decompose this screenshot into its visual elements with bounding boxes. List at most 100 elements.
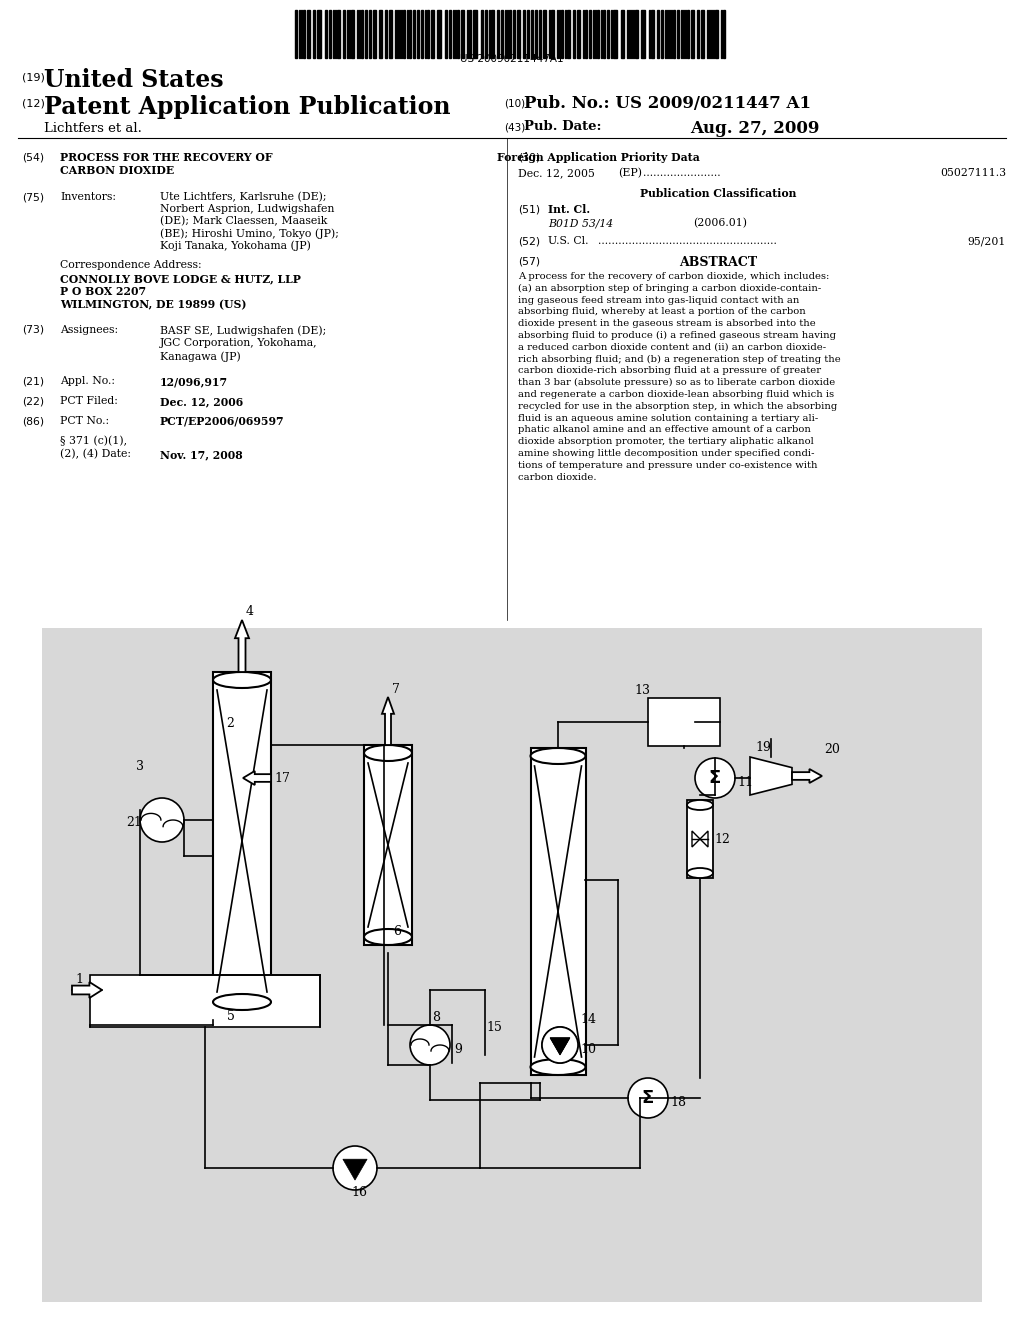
Bar bbox=[509, 11, 511, 58]
Bar bbox=[517, 11, 520, 58]
Text: U.S. Cl.: U.S. Cl. bbox=[548, 236, 589, 246]
Text: 7: 7 bbox=[392, 682, 400, 696]
Ellipse shape bbox=[687, 869, 713, 878]
Bar bbox=[351, 11, 354, 58]
Text: Assignees:: Assignees: bbox=[60, 325, 118, 335]
Text: PROCESS FOR THE RECOVERY OF: PROCESS FOR THE RECOVERY OF bbox=[60, 152, 272, 162]
Text: P O BOX 2207: P O BOX 2207 bbox=[60, 286, 146, 297]
Text: (57): (57) bbox=[518, 256, 540, 267]
Bar bbox=[567, 11, 570, 58]
Polygon shape bbox=[750, 756, 792, 795]
Bar bbox=[431, 11, 434, 58]
Bar bbox=[530, 748, 586, 1074]
Bar bbox=[651, 11, 654, 58]
Bar bbox=[539, 11, 541, 58]
Text: 8: 8 bbox=[432, 1011, 440, 1024]
Bar bbox=[561, 11, 563, 58]
Text: Koji Tanaka, Yokohama (JP): Koji Tanaka, Yokohama (JP) bbox=[160, 240, 311, 251]
Text: Appl. No.:: Appl. No.: bbox=[60, 376, 115, 385]
Bar bbox=[657, 11, 659, 58]
Bar bbox=[513, 11, 515, 58]
Text: Σ: Σ bbox=[709, 770, 721, 787]
Text: 6: 6 bbox=[393, 925, 401, 939]
Bar bbox=[673, 11, 675, 58]
Bar bbox=[313, 11, 315, 58]
Text: 21: 21 bbox=[126, 816, 142, 829]
Bar bbox=[379, 11, 382, 58]
Bar bbox=[389, 11, 392, 58]
Text: Inventors:: Inventors: bbox=[60, 191, 116, 202]
Text: 95/201: 95/201 bbox=[968, 236, 1006, 246]
Bar bbox=[42, 628, 982, 1302]
Bar bbox=[691, 11, 694, 58]
Polygon shape bbox=[243, 771, 271, 785]
Text: § 371 (c)(1),: § 371 (c)(1), bbox=[60, 436, 127, 446]
Bar bbox=[687, 11, 689, 58]
Text: tions of temperature and pressure under co-existence with: tions of temperature and pressure under … bbox=[518, 461, 817, 470]
Text: fluid is an aqueous amine solution containing a tertiary ali-: fluid is an aqueous amine solution conta… bbox=[518, 413, 818, 422]
Bar bbox=[551, 11, 554, 58]
Text: 12: 12 bbox=[714, 833, 730, 846]
Bar bbox=[385, 11, 387, 58]
Bar bbox=[409, 11, 411, 58]
Text: 15: 15 bbox=[486, 1020, 502, 1034]
Bar bbox=[490, 11, 494, 58]
Bar bbox=[621, 11, 624, 58]
Text: 19: 19 bbox=[755, 741, 771, 754]
Bar bbox=[662, 11, 663, 58]
Bar bbox=[715, 11, 718, 58]
Text: CARBON DIOXIDE: CARBON DIOXIDE bbox=[60, 165, 174, 176]
Text: WILMINGTON, DE 19899 (US): WILMINGTON, DE 19899 (US) bbox=[60, 300, 247, 310]
Bar bbox=[585, 11, 587, 58]
Ellipse shape bbox=[213, 672, 271, 688]
Bar bbox=[485, 11, 487, 58]
Text: (86): (86) bbox=[22, 416, 44, 426]
Bar bbox=[361, 11, 362, 58]
Text: 1: 1 bbox=[75, 973, 83, 986]
Polygon shape bbox=[343, 1159, 367, 1180]
Text: Publication Classification: Publication Classification bbox=[640, 187, 797, 199]
Text: Ute Lichtfers, Karlsruhe (DE);: Ute Lichtfers, Karlsruhe (DE); bbox=[160, 191, 327, 202]
Polygon shape bbox=[550, 1038, 570, 1055]
Text: Patent Application Publication: Patent Application Publication bbox=[44, 95, 451, 119]
Text: CONNOLLY BOVE LODGE & HUTZ, LLP: CONNOLLY BOVE LODGE & HUTZ, LLP bbox=[60, 273, 301, 284]
Bar bbox=[701, 11, 705, 58]
Text: 3: 3 bbox=[136, 760, 144, 774]
Bar bbox=[90, 975, 319, 1027]
Bar bbox=[573, 11, 575, 58]
Ellipse shape bbox=[364, 929, 412, 945]
Text: 11: 11 bbox=[737, 776, 753, 789]
Text: 16: 16 bbox=[351, 1185, 367, 1199]
Bar bbox=[527, 11, 529, 58]
Ellipse shape bbox=[530, 1059, 586, 1074]
Text: Pub. Date:: Pub. Date: bbox=[524, 120, 601, 133]
Bar bbox=[364, 744, 412, 945]
Text: Nov. 17, 2008: Nov. 17, 2008 bbox=[160, 449, 243, 459]
Circle shape bbox=[542, 1027, 578, 1063]
Text: (73): (73) bbox=[22, 325, 44, 335]
Text: (12): (12) bbox=[22, 98, 45, 108]
Text: (21): (21) bbox=[22, 376, 44, 385]
Text: (43): (43) bbox=[504, 121, 525, 132]
Text: carbon dioxide.: carbon dioxide. bbox=[518, 473, 597, 482]
Bar bbox=[723, 11, 725, 58]
Text: (52): (52) bbox=[518, 236, 540, 246]
Bar bbox=[481, 11, 483, 58]
Text: 17: 17 bbox=[274, 772, 290, 785]
Bar bbox=[457, 11, 459, 58]
Bar bbox=[417, 11, 419, 58]
Text: 05027111.3: 05027111.3 bbox=[940, 168, 1006, 178]
Text: PCT/EP2006/069597: PCT/EP2006/069597 bbox=[160, 416, 285, 426]
Ellipse shape bbox=[213, 994, 271, 1010]
Text: Pub. No.: US 2009/0211447 A1: Pub. No.: US 2009/0211447 A1 bbox=[524, 95, 811, 112]
Bar bbox=[307, 11, 310, 58]
Bar bbox=[421, 11, 423, 58]
Circle shape bbox=[628, 1078, 668, 1118]
Bar bbox=[469, 11, 471, 58]
Text: amine showing little decomposition under specified condi-: amine showing little decomposition under… bbox=[518, 449, 814, 458]
Text: 5: 5 bbox=[227, 1010, 234, 1023]
Text: Aug. 27, 2009: Aug. 27, 2009 bbox=[690, 120, 819, 137]
Text: Dec. 12, 2006: Dec. 12, 2006 bbox=[160, 396, 244, 407]
Bar bbox=[445, 11, 447, 58]
Text: (10): (10) bbox=[504, 98, 525, 108]
